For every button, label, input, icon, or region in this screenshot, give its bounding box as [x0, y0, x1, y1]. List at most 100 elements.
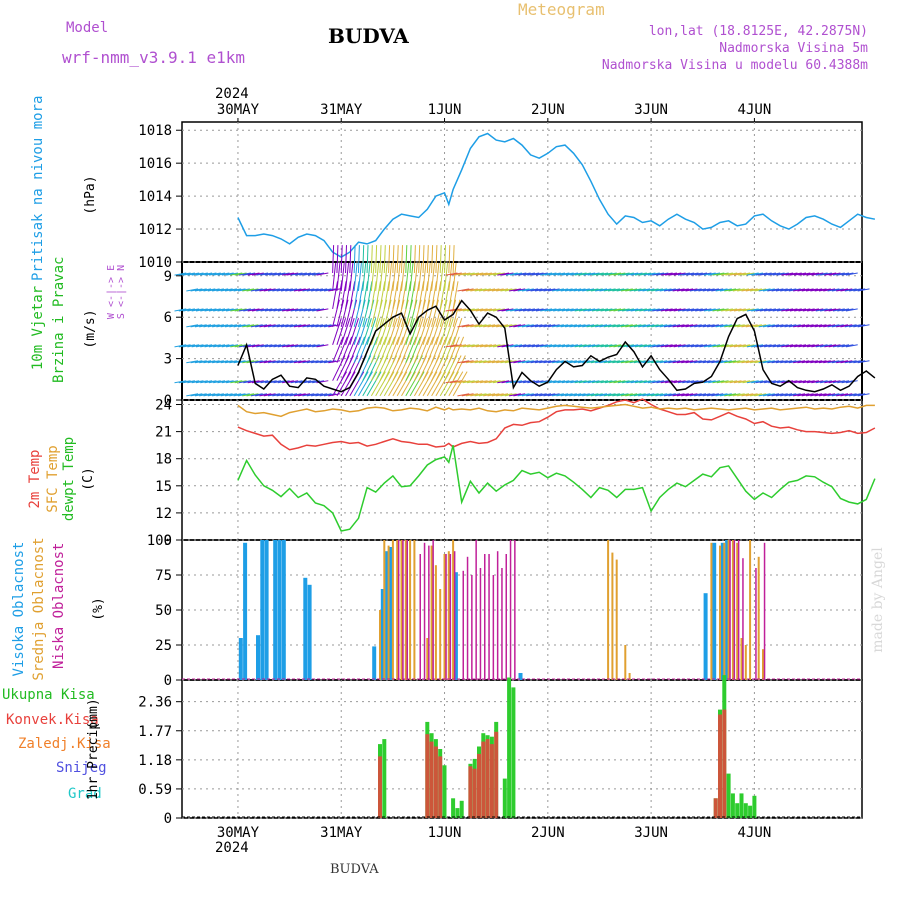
wind-barb — [643, 272, 656, 276]
wind-barb — [751, 308, 764, 312]
wind-barb — [746, 272, 759, 276]
wind-barb — [462, 308, 475, 312]
cloud-bar — [466, 556, 469, 680]
wind-barb — [745, 360, 758, 364]
wind-barb — [366, 371, 382, 397]
y-tick-label: 75 — [155, 568, 172, 584]
wind-barb — [642, 288, 655, 292]
wind-barb — [706, 288, 719, 292]
wind-barb — [836, 288, 849, 292]
wind-barb — [570, 272, 583, 276]
wind-barb — [742, 308, 755, 312]
wind-barb — [484, 308, 497, 312]
wind-barb — [702, 324, 715, 328]
wind-barb — [435, 318, 446, 345]
wind-barb — [444, 263, 448, 292]
wind-barb — [651, 360, 663, 364]
wind-barb — [229, 393, 242, 397]
precip-bar — [511, 687, 516, 818]
cloud-bar — [624, 645, 627, 680]
cloud-bar — [607, 540, 610, 680]
wind-barb — [609, 308, 622, 312]
wind-barb — [639, 344, 652, 348]
wind-barb — [702, 288, 715, 292]
wind-barb — [276, 324, 289, 328]
model-name: wrf-nmm_v3.9.1 e1km — [62, 48, 246, 67]
wind-barb — [285, 393, 298, 397]
footer-station: BUDVA — [330, 862, 379, 877]
wind-barb — [286, 380, 299, 384]
wind-barb — [694, 360, 707, 364]
wind-barb — [375, 281, 381, 310]
wind-barb — [706, 360, 719, 364]
wind-barb — [454, 272, 467, 276]
wind-barb — [388, 281, 394, 310]
wind-barb — [349, 336, 361, 363]
wind-barb — [474, 360, 487, 364]
wind-barb — [413, 318, 424, 345]
wind-barb — [831, 288, 844, 292]
precip-legend-frozen: Zaledj.Kisa — [18, 736, 111, 752]
wind-barb — [785, 380, 798, 384]
wind-barb — [801, 288, 814, 292]
wind-barb — [708, 380, 721, 384]
wind-barb — [500, 393, 513, 397]
wind-barb — [513, 360, 526, 364]
wind-barb — [780, 360, 793, 364]
wind-barb — [392, 371, 408, 397]
wind-barb — [613, 380, 626, 384]
wind-barb — [237, 393, 250, 397]
wind-barb — [857, 288, 870, 292]
wind-barb — [471, 344, 484, 348]
wind-barb — [422, 281, 429, 310]
wind-barb — [491, 288, 504, 292]
wind-barb — [405, 336, 417, 363]
wind-barb — [573, 393, 586, 397]
wind-barb — [183, 380, 195, 384]
wind-barb — [663, 288, 676, 292]
wind-barb — [504, 360, 517, 364]
wind-barb — [204, 272, 217, 276]
wind-barb — [480, 308, 492, 312]
wind-barb — [370, 263, 375, 292]
wind-barb — [396, 263, 401, 292]
cloud-bar — [432, 540, 434, 680]
wind-barb — [762, 288, 775, 292]
wind-barb — [578, 380, 591, 384]
wind-barb — [203, 360, 216, 364]
wind-barb — [577, 393, 590, 397]
wind-barb — [604, 380, 617, 384]
wind-barb — [530, 393, 543, 397]
wind-barb — [815, 344, 828, 348]
y-tick-label: 0.59 — [138, 782, 172, 798]
wind-barb — [797, 393, 810, 397]
cloud-bar — [742, 558, 744, 680]
wind-barb — [233, 324, 246, 328]
wind-barb — [530, 288, 543, 292]
wind-barb — [306, 393, 319, 397]
wind-barb — [388, 299, 396, 327]
wind-barb — [422, 245, 425, 274]
wind-barb — [195, 272, 208, 276]
wind-barb — [203, 393, 216, 397]
cloud-bar — [453, 572, 458, 680]
wind-barb — [569, 360, 582, 364]
wind-barb — [431, 336, 443, 363]
wind-barb — [500, 288, 513, 292]
day-label-top: 3JUN — [634, 102, 668, 118]
wind-barb — [775, 360, 788, 364]
wind-barb — [276, 288, 289, 292]
wind-barb — [250, 360, 263, 364]
wind-barb — [448, 336, 460, 363]
cloud-bar — [488, 554, 490, 680]
wind-barb — [445, 272, 458, 276]
wind-barb — [234, 272, 247, 276]
wind-barb — [280, 288, 293, 292]
wind-barb — [669, 308, 682, 312]
wind-barb — [586, 324, 599, 328]
wind-barb — [484, 380, 497, 384]
wind-barb — [728, 360, 741, 364]
wind-barb — [178, 308, 191, 312]
wind-barb — [413, 371, 429, 397]
wind-barb — [213, 380, 226, 384]
